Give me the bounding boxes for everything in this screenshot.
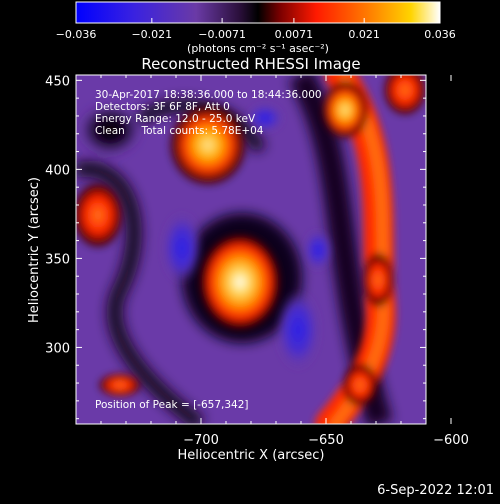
y-tick-label: 300 <box>45 341 70 356</box>
colorbar-tick-label: −0.021 <box>131 28 172 41</box>
chart-title: Reconstructed RHESSI Image <box>141 55 360 73</box>
x-tick-label: −600 <box>433 433 469 448</box>
colorbar-tick-label: −0.036 <box>56 28 97 41</box>
annotation-detectors: Detectors: 3F 6F 8F, Att 0 <box>95 101 230 113</box>
colorbar: −0.036 −0.021 −0.0071 0.0071 0.021 0.036 (pho… <box>56 1 456 55</box>
dark-arc-left <box>76 161 205 424</box>
annotation-clean-counts: Clean Total counts: 5.78E+04 <box>95 125 264 137</box>
footer-timestamp: 6-Sep-2022 12:01 <box>377 483 494 498</box>
y-tick-label: 400 <box>45 163 70 178</box>
arc-bright-knot-middle <box>362 252 394 308</box>
heatmap-sources <box>76 103 282 397</box>
colorbar-tick-label: 0.0071 <box>275 28 314 41</box>
annotation-peak-position: Position of Peak = [-657,342] <box>95 399 249 411</box>
x-axis-label: Heliocentric X (arcsec) <box>178 448 325 463</box>
colorbar-ticks: −0.036 −0.021 −0.0071 0.0071 0.021 0.036 <box>56 18 456 41</box>
y-axis-ticks: 300 350 400 450 <box>45 74 426 420</box>
heatmap-image <box>76 75 426 424</box>
blue-lobe-mid-right <box>304 230 332 270</box>
source-left <box>76 181 124 249</box>
annotation-time-range: 30-Apr-2017 18:38:36.000 to 18:44:36.000 <box>95 89 322 101</box>
arc-bright-knot-top <box>321 80 369 140</box>
arc-bright-knot-lower <box>342 363 378 407</box>
annotation-energy-range: Energy Range: 12.0 - 25.0 keV <box>95 113 256 125</box>
heatmap-arc-emission <box>315 75 426 424</box>
y-tick-label: 350 <box>45 252 70 267</box>
x-tick-label: −650 <box>308 433 344 448</box>
y-axis-label: Heliocentric Y (arcsec) <box>27 177 42 323</box>
dark-spot-upper-left <box>80 105 140 155</box>
blue-lobe-top <box>247 104 283 132</box>
colorbar-tick-label: 0.021 <box>348 28 380 41</box>
colorbar-gradient <box>75 1 441 24</box>
arc-bright-knot-right <box>383 75 426 116</box>
source-upper <box>168 103 248 187</box>
plot-axes: −700 −650 −600 300 350 400 450 Heliocentric X… <box>27 74 469 463</box>
annotation-block: 30-Apr-2017 18:38:36.000 to 18:44:36.000… <box>95 89 322 411</box>
blue-lobe-left <box>162 212 202 284</box>
heatmap-negative-lobes <box>162 104 332 370</box>
colorbar-tick-label: 0.036 <box>424 28 456 41</box>
y-tick-label: 450 <box>45 74 70 89</box>
colorbar-tick-label: −0.0071 <box>198 28 246 41</box>
x-axis-ticks: −700 −650 −600 <box>100 75 469 448</box>
source-lower-left <box>98 373 142 397</box>
colorbar-unit-label: (photons cm⁻² s⁻¹ asec⁻²) <box>187 42 329 55</box>
x-tick-label: −700 <box>183 433 219 448</box>
source-main-peak <box>198 232 282 332</box>
blue-lobe-right <box>276 290 320 370</box>
